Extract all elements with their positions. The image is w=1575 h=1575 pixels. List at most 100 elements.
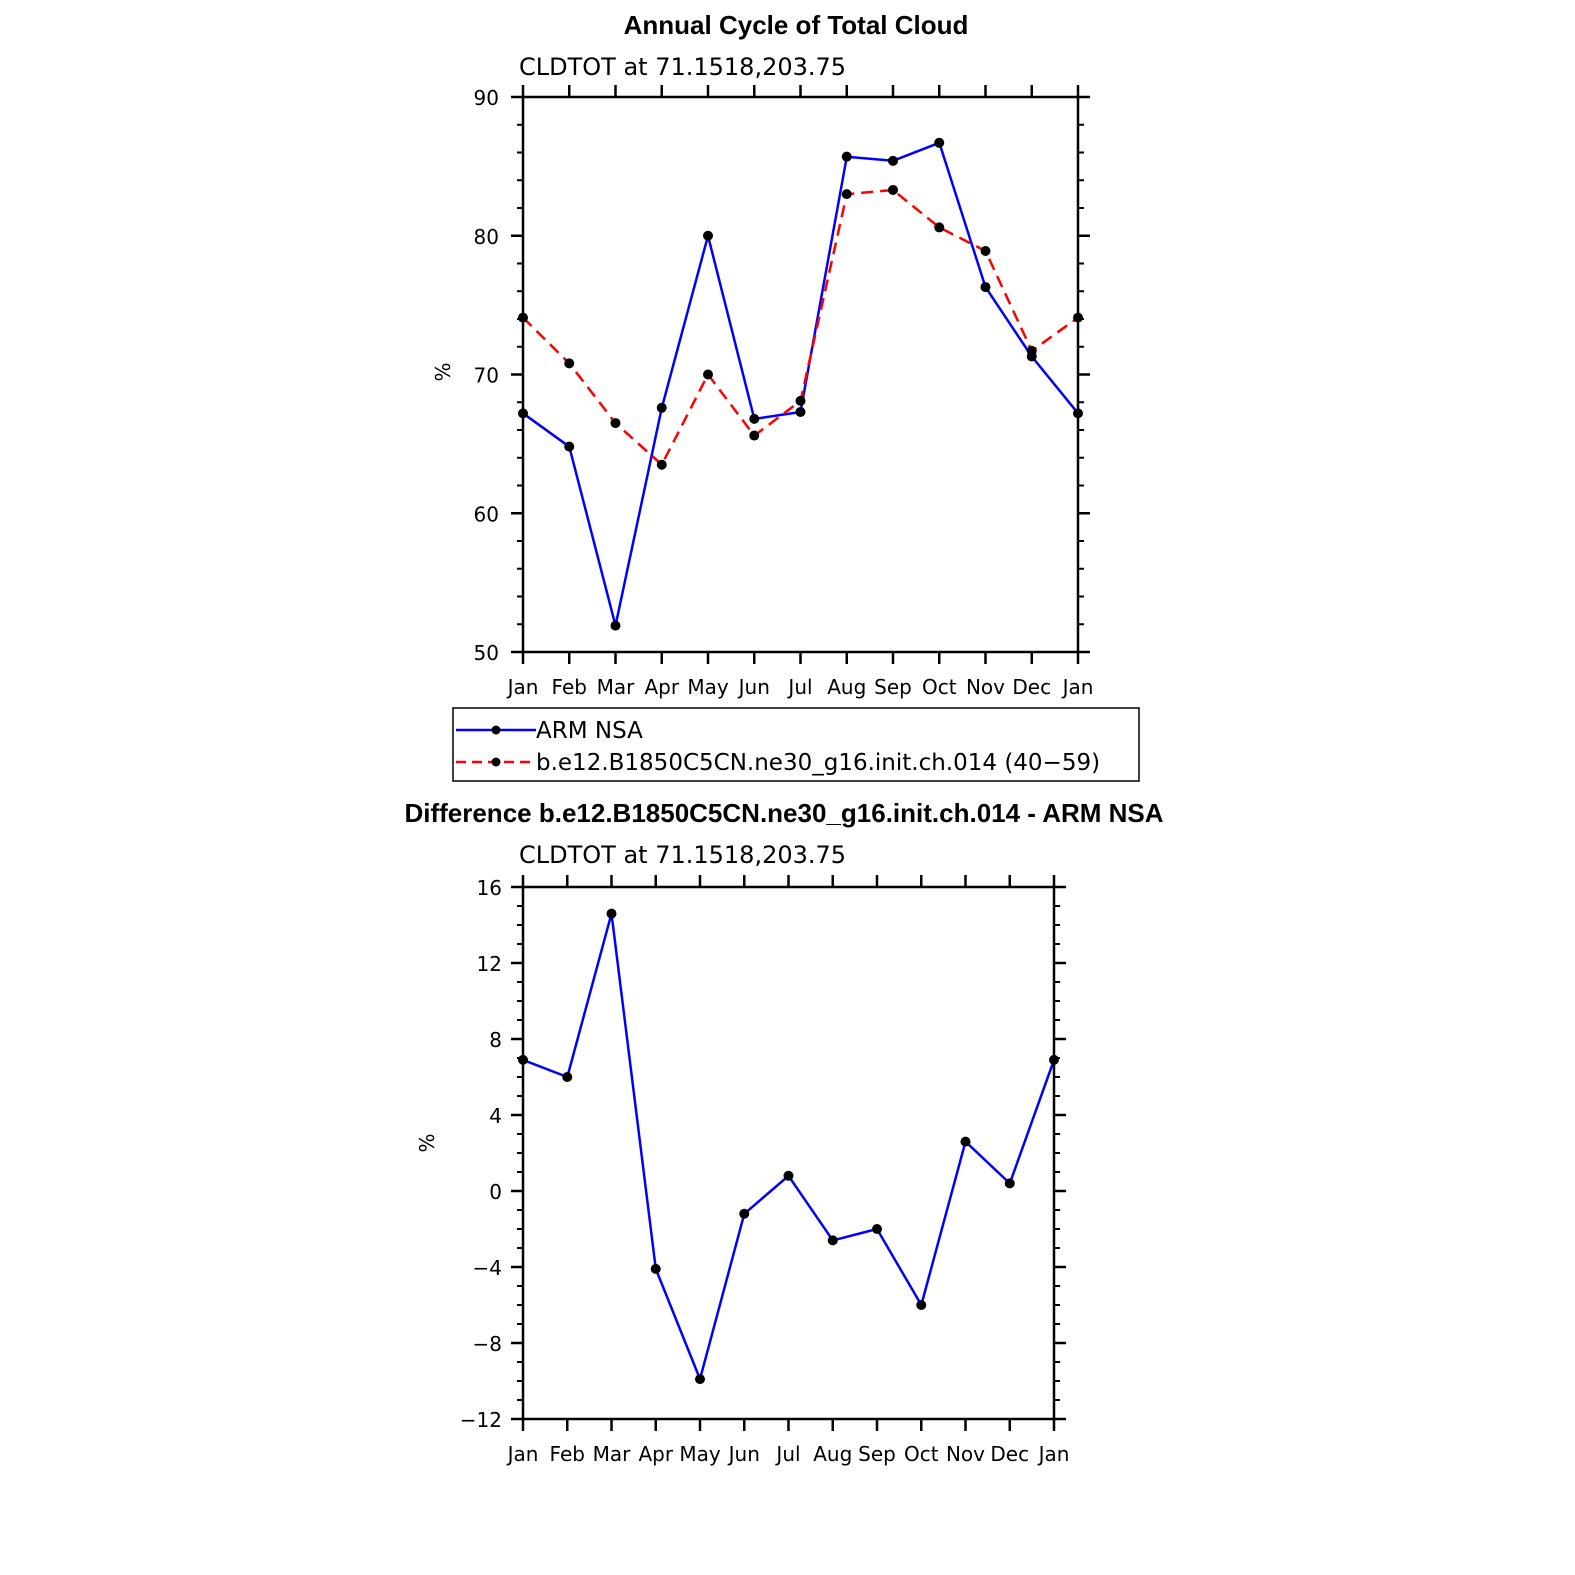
data-point: [795, 406, 806, 417]
axis-ticks: [511, 875, 1066, 1431]
y-tick-label: −8: [473, 1332, 502, 1356]
data-point: [916, 1300, 927, 1310]
x-tick-label: Jan: [1061, 675, 1094, 699]
x-tick-label: May: [687, 675, 729, 699]
data-point: [827, 1235, 838, 1246]
y-tick-label: 4: [489, 1104, 502, 1128]
x-tick-label: Aug: [827, 675, 866, 699]
data-point: [888, 184, 898, 195]
data-point: [703, 369, 713, 380]
data-point: [739, 1208, 750, 1219]
y-tick-label: 80: [474, 225, 499, 249]
data-point: [1026, 345, 1037, 356]
x-tick-label: Jun: [737, 675, 770, 699]
y-tick-label: 90: [474, 86, 499, 110]
x-tick-label: Aug: [813, 1442, 852, 1466]
legend-label-model: b.e12.B1850C5CN.ne30_g16.init.ch.014 (40…: [536, 750, 1100, 776]
data-point: [980, 246, 991, 257]
y-axis-label: %: [415, 1133, 439, 1152]
x-tick-label: Dec: [1012, 675, 1051, 699]
y-tick-label: 70: [474, 364, 499, 388]
data-series: [518, 137, 1083, 631]
x-tick-label: Nov: [946, 1442, 985, 1466]
x-tick-label: Oct: [904, 1442, 939, 1466]
data-point: [656, 402, 667, 413]
x-tick-label: Nov: [966, 675, 1005, 699]
x-tick-label: Oct: [922, 675, 957, 699]
y-tick-label: −12: [460, 1408, 502, 1432]
x-tick-label: Mar: [597, 675, 636, 699]
data-point: [695, 1374, 705, 1385]
x-tick-label: Feb: [550, 1442, 585, 1466]
series-line-0: [522, 141, 1079, 627]
x-tick-label: Jul: [786, 675, 812, 699]
data-point: [656, 459, 667, 470]
data-point: [749, 413, 760, 424]
x-tick-label: Jan: [1037, 1442, 1070, 1466]
data-point: [795, 395, 806, 406]
x-tick-label: Mar: [593, 1442, 632, 1466]
data-point: [934, 222, 945, 233]
data-point: [960, 1136, 971, 1147]
x-tick-label: Feb: [552, 675, 587, 699]
data-series: [518, 908, 1059, 1385]
chart-subtitle: CLDTOT at 71.1518,203.75: [519, 53, 846, 81]
data-point: [562, 1072, 573, 1082]
difference-chart: Difference b.e12.B1850C5CN.ne30_g16.init…: [404, 798, 1163, 1466]
y-tick-label: 12: [477, 952, 502, 976]
x-tick-label: May: [679, 1442, 721, 1466]
plot-frame: [521, 885, 1056, 1421]
annual-cycle-chart: Annual Cycle of Total Cloud CLDTOT at 71…: [431, 10, 1093, 699]
data-point: [749, 430, 760, 441]
data-point: [783, 1170, 794, 1181]
legend-label-arm-nsa: ARM NSA: [536, 718, 643, 744]
data-point: [564, 358, 575, 369]
data-point: [841, 189, 852, 200]
data-point: [841, 151, 852, 162]
data-point: [888, 155, 898, 166]
y-tick-label: 0: [489, 1180, 502, 1204]
data-point: [564, 441, 575, 452]
x-tick-label: Sep: [874, 675, 912, 699]
data-point: [606, 908, 617, 919]
legend: ARM NSA b.e12.B1850C5CN.ne30_g16.init.ch…: [452, 707, 1140, 782]
series-line-1: [522, 188, 1079, 466]
y-tick-label: 60: [474, 502, 499, 526]
x-tick-label: Jan: [506, 1442, 539, 1466]
legend-entry-arm-nsa: ARM NSA: [456, 718, 643, 744]
x-tick-label: Apr: [638, 1442, 673, 1466]
x-tick-label: Jun: [727, 1442, 760, 1466]
y-axis-label: %: [431, 362, 455, 381]
y-tick-label: 16: [477, 876, 502, 900]
x-tick-label: Dec: [990, 1442, 1029, 1466]
plot-frame: [521, 95, 1080, 654]
x-tick-label: Sep: [858, 1442, 896, 1466]
y-tick-labels: 50 60 70 80 90: [474, 86, 499, 665]
x-tick-label: Jan: [506, 675, 539, 699]
data-point: [650, 1263, 661, 1274]
data-point: [1004, 1178, 1015, 1189]
chart-subtitle: CLDTOT at 71.1518,203.75: [519, 841, 846, 869]
x-tick-labels: Jan Feb Mar Apr May Jun Jul Aug Sep Oct Nov Dec Jan: [506, 675, 1094, 699]
data-point: [980, 282, 991, 293]
y-tick-label: 8: [489, 1028, 502, 1052]
chart-title: Difference b.e12.B1850C5CN.ne30_g16.init…: [404, 798, 1163, 828]
y-tick-labels: −12 −8 −4 0 4 8 12 16: [460, 876, 502, 1432]
x-tick-label: Jul: [774, 1442, 800, 1466]
x-tick-label: Apr: [644, 675, 679, 699]
y-tick-label: 50: [474, 641, 499, 665]
chart-title: Annual Cycle of Total Cloud: [624, 10, 969, 40]
data-point: [872, 1224, 882, 1234]
series-line-0: [522, 912, 1056, 1381]
legend-box: [452, 707, 1140, 782]
axis-ticks: [511, 85, 1090, 664]
y-tick-label: −4: [473, 1256, 502, 1280]
data-point: [610, 620, 621, 631]
data-point: [703, 230, 713, 241]
legend-entry-model: b.e12.B1850C5CN.ne30_g16.init.ch.014 (40…: [456, 750, 1100, 776]
legend-marker-arm-nsa: [491, 725, 501, 735]
data-point: [934, 137, 945, 148]
legend-marker-model: [491, 757, 501, 767]
x-tick-labels: Jan Feb Mar Apr May Jun Jul Aug Sep Oct Nov Dec Jan: [506, 1442, 1070, 1466]
